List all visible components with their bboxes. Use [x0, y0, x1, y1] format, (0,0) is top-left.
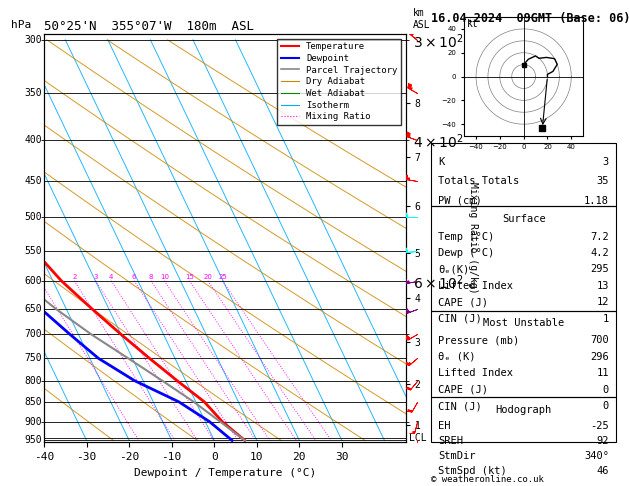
Text: θₑ (K): θₑ (K): [438, 352, 476, 362]
Text: 1.18: 1.18: [584, 196, 609, 206]
Text: 16.04.2024  09GMT (Base: 06): 16.04.2024 09GMT (Base: 06): [431, 12, 629, 25]
Text: 4.2: 4.2: [590, 248, 609, 258]
Text: 3: 3: [93, 274, 98, 279]
Text: 15: 15: [185, 274, 194, 279]
Text: 900: 900: [25, 417, 42, 427]
Text: 295: 295: [590, 264, 609, 275]
Text: 7.2: 7.2: [590, 231, 609, 242]
Text: 0: 0: [603, 384, 609, 395]
Text: CAPE (J): CAPE (J): [438, 384, 488, 395]
Text: Most Unstable: Most Unstable: [483, 318, 564, 328]
Text: 340°: 340°: [584, 451, 609, 461]
Text: 50°25'N  355°07'W  180m  ASL: 50°25'N 355°07'W 180m ASL: [44, 20, 254, 33]
Text: 12: 12: [596, 297, 609, 307]
Text: CIN (J): CIN (J): [438, 401, 482, 411]
Text: θₑ(K): θₑ(K): [438, 264, 469, 275]
Text: 650: 650: [25, 304, 42, 313]
Text: 700: 700: [590, 335, 609, 345]
Text: CAPE (J): CAPE (J): [438, 297, 488, 307]
Text: SREH: SREH: [438, 436, 464, 446]
Text: EH: EH: [438, 421, 451, 432]
Text: Pressure (mb): Pressure (mb): [438, 335, 520, 345]
Text: 0: 0: [603, 401, 609, 411]
Text: 1: 1: [603, 314, 609, 324]
Text: 8: 8: [148, 274, 153, 279]
Text: 46: 46: [596, 466, 609, 476]
Text: hPa: hPa: [11, 20, 31, 30]
Legend: Temperature, Dewpoint, Parcel Trajectory, Dry Adiabat, Wet Adiabat, Isotherm, Mi: Temperature, Dewpoint, Parcel Trajectory…: [277, 38, 401, 125]
Text: 25: 25: [218, 274, 227, 279]
Text: -25: -25: [590, 421, 609, 432]
Text: 296: 296: [590, 352, 609, 362]
Text: 2: 2: [72, 274, 77, 279]
Text: 4: 4: [109, 274, 113, 279]
Bar: [431, 398, 616, 442]
Text: 300: 300: [25, 35, 42, 45]
Text: 35: 35: [596, 176, 609, 186]
Text: 700: 700: [25, 330, 42, 339]
Text: 550: 550: [25, 245, 42, 256]
Text: 800: 800: [25, 376, 42, 386]
Text: km
ASL: km ASL: [413, 8, 431, 30]
Text: Hodograph: Hodograph: [496, 405, 552, 415]
Text: 6: 6: [132, 274, 136, 279]
Text: 20: 20: [203, 274, 213, 279]
Text: K: K: [438, 157, 445, 167]
Text: 600: 600: [25, 276, 42, 286]
Text: 500: 500: [25, 212, 42, 223]
Text: Totals Totals: Totals Totals: [438, 176, 520, 186]
Text: 10: 10: [160, 274, 169, 279]
Text: 450: 450: [25, 176, 42, 186]
Text: kt: kt: [467, 19, 478, 29]
Text: Temp (°C): Temp (°C): [438, 231, 494, 242]
Text: Surface: Surface: [502, 214, 545, 224]
Text: 11: 11: [596, 368, 609, 378]
X-axis label: Dewpoint / Temperature (°C): Dewpoint / Temperature (°C): [134, 468, 316, 478]
Bar: [431, 143, 616, 206]
Text: 950: 950: [25, 435, 42, 446]
Text: 400: 400: [25, 135, 42, 145]
Text: 3: 3: [603, 157, 609, 167]
Bar: [431, 206, 616, 311]
Text: LCL: LCL: [409, 433, 427, 443]
Text: Dewp (°C): Dewp (°C): [438, 248, 494, 258]
Y-axis label: Mixing Ratio (g/kg): Mixing Ratio (g/kg): [468, 182, 478, 294]
Text: 92: 92: [596, 436, 609, 446]
Text: 750: 750: [25, 353, 42, 364]
Text: StmDir: StmDir: [438, 451, 476, 461]
Text: CIN (J): CIN (J): [438, 314, 482, 324]
Text: StmSpd (kt): StmSpd (kt): [438, 466, 507, 476]
Text: © weatheronline.co.uk: © weatheronline.co.uk: [431, 474, 543, 484]
Text: 13: 13: [596, 281, 609, 291]
Text: Lifted Index: Lifted Index: [438, 281, 513, 291]
Bar: [431, 311, 616, 398]
Text: 350: 350: [25, 88, 42, 99]
Text: 850: 850: [25, 397, 42, 407]
Text: Lifted Index: Lifted Index: [438, 368, 513, 378]
Text: PW (cm): PW (cm): [438, 196, 482, 206]
